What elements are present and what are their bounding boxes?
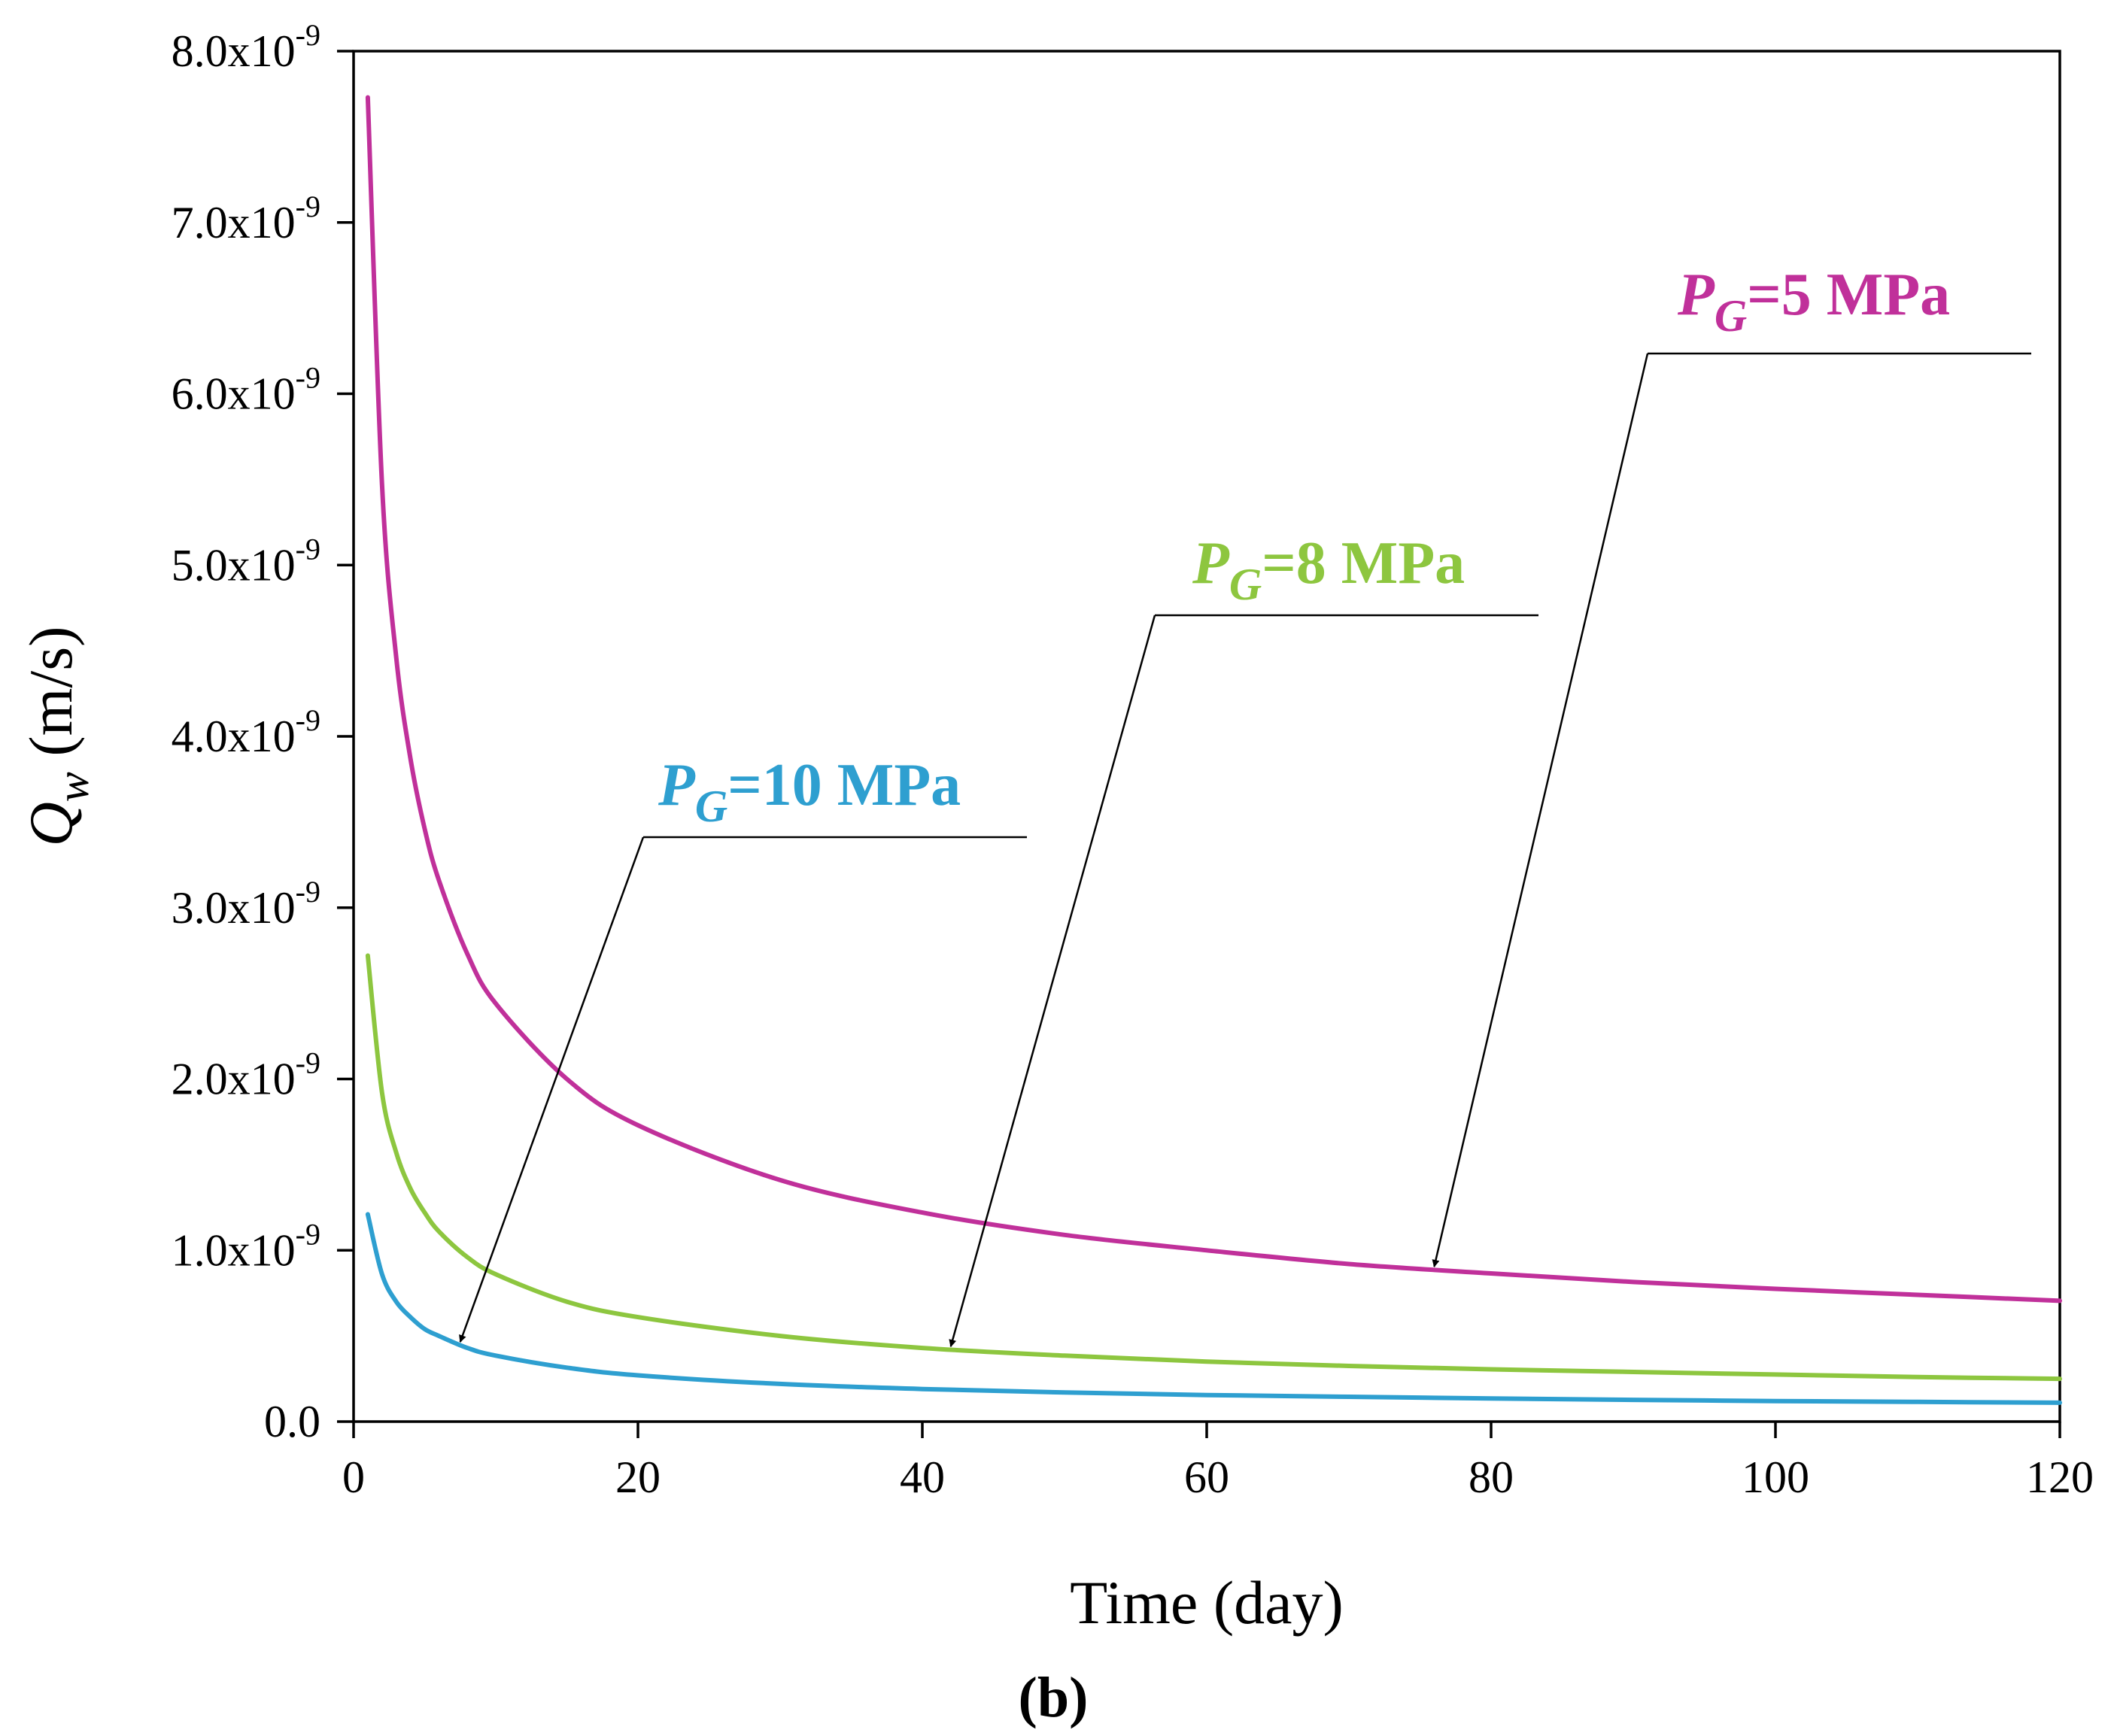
x-tick-label: 120 — [2026, 1452, 2094, 1502]
series-line-3 — [365, 1212, 2062, 1405]
y-tick-label: 2.0x10-9 — [172, 1046, 320, 1104]
x-tick-label: 20 — [615, 1452, 661, 1502]
y-tick-label: 5.0x10-9 — [172, 532, 320, 590]
y-tick-label: 7.0x10-9 — [172, 190, 320, 247]
x-tick-label: 80 — [1469, 1452, 1514, 1502]
series-label-1: PG=5 MPa — [1677, 262, 1950, 341]
y-tick-label: 3.0x10-9 — [172, 875, 320, 933]
y-axis-subscript: w — [48, 772, 98, 802]
y-tick-label: 0.0 — [264, 1397, 320, 1446]
series-line-2 — [365, 953, 2062, 1382]
x-tick-label: 40 — [900, 1452, 945, 1502]
annotations: PG=5 MPa PG=8 MPa PG=10 MPa — [459, 262, 2031, 1348]
y-tick-label: 4.0x10-9 — [172, 703, 320, 761]
y-tick-label: 6.0x10-9 — [172, 361, 320, 419]
panel-label: (b) — [1019, 1666, 1089, 1729]
x-axis-ticks: 0 20 40 60 80 100 120 — [342, 1422, 2094, 1502]
y-tick-label: 1.0x10-9 — [172, 1217, 320, 1275]
series-label-3: PG=10 MPa — [658, 752, 961, 831]
x-tick-label: 100 — [1742, 1452, 1809, 1502]
x-axis-title: Time (day) — [1070, 1568, 1344, 1637]
y-tick-label: 8.0x10-9 — [172, 18, 320, 76]
y-axis-ticks: 0.0 1.0x10-9 2.0x10-9 3.0x10-9 4.0x10-9 5.0x1… — [172, 18, 354, 1446]
x-tick-label: 0 — [342, 1452, 365, 1502]
arrow-3 — [459, 836, 645, 1343]
series-lines — [365, 95, 2062, 1405]
arrow-1 — [1432, 353, 1649, 1267]
arrow-2 — [949, 615, 1156, 1348]
y-axis-unit: (m/s) — [17, 627, 85, 772]
x-tick-label: 60 — [1184, 1452, 1229, 1502]
series-label-2: PG=8 MPa — [1192, 530, 1465, 609]
y-axis-title: Qw (m/s) — [17, 627, 98, 847]
y-axis-symbol: Q — [17, 802, 85, 846]
plot-frame — [352, 50, 2061, 1423]
series-line-1 — [365, 95, 2062, 1304]
